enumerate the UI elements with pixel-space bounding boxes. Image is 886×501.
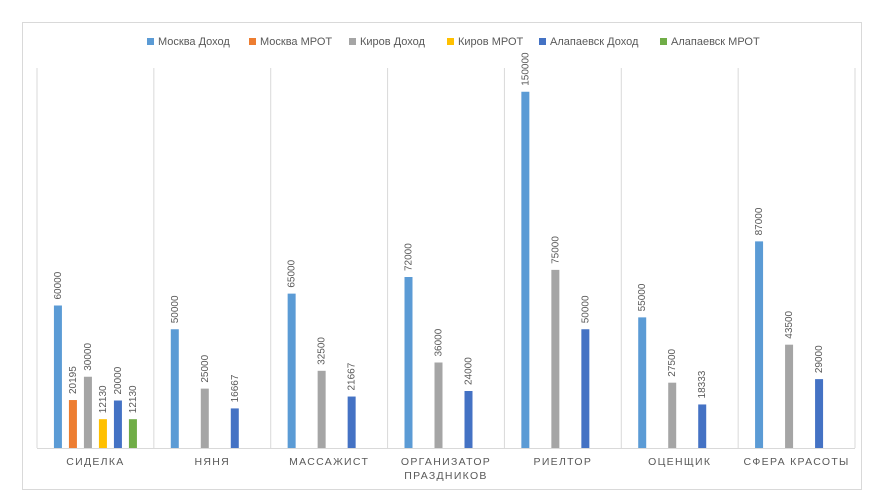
bar-4-0 <box>521 91 530 448</box>
bar-6-4 <box>815 379 824 448</box>
data-label-0-3: 12130 <box>98 385 109 413</box>
legend-swatch-2 <box>349 38 356 45</box>
bar-6-2 <box>785 344 794 448</box>
data-label-6-4: 29000 <box>814 345 825 373</box>
legend-swatch-3 <box>447 38 454 45</box>
data-label-1-2: 25000 <box>200 354 211 382</box>
bar-1-0 <box>170 329 179 448</box>
data-label-0-1: 20195 <box>68 366 79 394</box>
data-label-1-4: 16667 <box>230 374 241 402</box>
data-label-5-0: 55000 <box>637 283 648 311</box>
data-label-2-4: 21667 <box>347 362 358 390</box>
bar-3-4 <box>464 391 473 448</box>
bar-3-2 <box>434 362 443 448</box>
bar-5-0 <box>638 317 647 448</box>
bar-0-5 <box>128 419 137 448</box>
data-label-2-0: 65000 <box>287 259 298 287</box>
bar-2-4 <box>347 396 356 448</box>
data-label-0-2: 30000 <box>83 343 94 371</box>
x-axis-ticks: СИДЕЛКА НЯНЯ МАССАЖИСТ ОРГАНИЗАТОР ПРАЗДНИКО… <box>66 456 850 482</box>
data-label-0-0: 60000 <box>53 271 64 299</box>
legend-label-3: Киров МРОТ <box>458 36 524 48</box>
legend-swatch-5 <box>660 38 667 45</box>
data-label-4-4: 50000 <box>580 295 591 323</box>
bar-0-2 <box>83 376 92 448</box>
x-tick-label-4: РИЕЛТОР <box>534 456 593 468</box>
data-label-3-0: 72000 <box>404 243 415 271</box>
data-label-5-2: 27500 <box>667 348 678 376</box>
legend-swatch-1 <box>249 38 256 45</box>
bar-1-2 <box>200 388 209 448</box>
legend: Москва Доход Москва МРОТ Киров Доход Киров … <box>147 36 760 48</box>
x-tick-label-3: ОРГАНИЗАТОР ПРАЗДНИКОВ <box>401 456 491 482</box>
legend-label-5: Алапаевск МРОТ <box>671 36 760 48</box>
x-tick-label-5: ОЦЕНЩИК <box>648 456 711 468</box>
bar-2-2 <box>317 370 326 448</box>
x-tick-label-2: МАССАЖИСТ <box>289 456 369 468</box>
chart-frame <box>22 22 862 490</box>
bar-1-4 <box>230 408 239 448</box>
bar-5-2 <box>668 382 677 448</box>
data-label-4-0: 150000 <box>520 52 531 86</box>
legend-label-2: Киров Доход <box>360 36 426 48</box>
bars <box>53 91 824 448</box>
x-tick-label-6: СФЕРА КРАСОТЫ <box>744 456 850 468</box>
data-labels: 60000 20195 30000 12130 20000 12130 50000 25000… <box>53 52 825 413</box>
bar-6-0 <box>755 241 764 448</box>
data-label-5-4: 18333 <box>697 370 708 398</box>
bar-2-0 <box>287 293 296 448</box>
data-label-4-2: 75000 <box>550 236 561 264</box>
data-label-3-2: 36000 <box>434 328 445 356</box>
bar-4-2 <box>551 269 560 448</box>
legend-swatch-0 <box>147 38 154 45</box>
data-label-0-4: 20000 <box>113 366 124 394</box>
bar-0-0 <box>53 305 62 448</box>
data-label-6-2: 43500 <box>784 310 795 338</box>
data-label-0-5: 12130 <box>128 385 139 413</box>
x-tick-label-0: СИДЕЛКА <box>66 456 124 468</box>
data-label-2-2: 32500 <box>317 337 328 365</box>
legend-label-4: Алапаевск Доход <box>550 36 639 48</box>
bar-4-4 <box>581 329 590 448</box>
legend-swatch-4 <box>539 38 546 45</box>
bar-0-4 <box>113 400 122 448</box>
data-label-6-0: 87000 <box>754 207 765 235</box>
bar-0-1 <box>68 400 77 448</box>
gridlines <box>36 68 856 449</box>
bar-5-4 <box>698 404 707 448</box>
legend-label-1: Москва МРОТ <box>260 36 332 48</box>
legend-label-0: Москва Доход <box>158 36 230 48</box>
data-label-3-4: 24000 <box>464 357 475 385</box>
bar-0-3 <box>98 419 107 448</box>
bar-3-0 <box>404 277 413 448</box>
x-tick-label-1: НЯНЯ <box>195 456 231 468</box>
data-label-1-0: 50000 <box>170 295 181 323</box>
